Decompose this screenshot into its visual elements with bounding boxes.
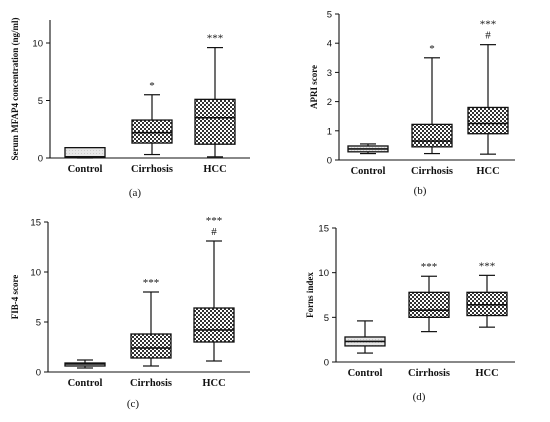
iqr-box [467,106,509,135]
y-tick-label: 5 [327,10,332,21]
box-control [347,143,389,155]
y-tick-label: 3 [327,68,332,79]
x-tick-label: Control [68,164,103,175]
x-tick-label: Cirrhosis [131,164,173,175]
x-tick-label: Control [348,368,383,379]
box-hcc [467,44,509,155]
x-tick-label: HCC [476,166,499,177]
box-hcc [194,46,236,158]
iqr-box [130,333,172,359]
panel-a: 0 5 10 Serum MFAP4 concentration (ng/ml) Con… [10,17,250,199]
y-tick-label: 15 [318,224,329,235]
panel-label: (d) [413,391,426,403]
y-tick-label: 4 [327,39,332,50]
significance-marker: *** [206,215,223,227]
box-cirrhosis [408,275,450,333]
panel-label: (a) [129,187,142,199]
iqr-box [131,119,173,144]
iqr-box [64,146,106,158]
y-tick-label: 15 [30,218,41,229]
x-tick-label: HCC [202,378,225,389]
panel-label: (c) [127,398,140,410]
significance-marker: * [429,43,435,55]
iqr-box [193,307,235,343]
significance-marker: *** [480,19,497,31]
significance-marker: *** [479,260,496,272]
significance-marker: *** [143,277,160,289]
iqr-box [408,291,450,318]
y-tick-label: 10 [318,268,329,279]
x-tick-label: Cirrhosis [411,166,453,177]
box-hcc [466,274,508,328]
y-tick-label: 0 [327,156,332,167]
x-tick-label: HCC [475,368,498,379]
y-tick-label: 1 [327,126,332,137]
y-tick-label: 10 [32,39,43,50]
y-tick-label: 0 [38,154,43,165]
y-tick-label: 10 [30,268,41,279]
panel-label: (b) [414,185,427,197]
box-cirrhosis [131,94,173,156]
x-tick-label: HCC [203,164,226,175]
box-control [64,146,106,159]
x-tick-label: Cirrhosis [130,378,172,389]
iqr-box [466,291,508,317]
significance-marker: *** [421,261,438,273]
iqr-box [411,123,453,148]
panel-d: 0 5 10 15 Forns index Control Cirrhosis HCC *** *… [305,224,515,403]
y-tick-label: 5 [36,318,41,329]
y-axis-label: APRI score [309,65,319,109]
panel-c: 0 5 10 15 FIB-4 score Control Cirrhosis HCC *** *… [10,215,250,410]
box-cirrhosis [130,291,172,367]
significance-marker: * [149,80,155,92]
y-tick-label: 5 [38,96,43,107]
y-axis-label: FIB-4 score [10,275,20,320]
box-control [64,359,106,369]
y-tick-label: 5 [324,313,329,324]
box-hcc [193,240,235,362]
box-control [344,320,386,354]
box-cirrhosis [411,57,453,155]
y-axis-label: Serum MFAP4 concentration (ng/ml) [10,17,20,160]
hash-marker: # [485,30,491,42]
significance-marker: *** [207,33,224,45]
x-tick-label: Control [351,166,386,177]
y-tick-label: 0 [324,358,329,369]
y-tick-label: 0 [36,368,41,379]
y-tick-label: 2 [327,97,332,108]
hash-marker: # [211,226,217,238]
x-tick-label: Cirrhosis [408,368,450,379]
x-tick-label: Control [68,378,103,389]
y-axis-label: Forns index [305,272,315,318]
iqr-box [194,98,236,145]
